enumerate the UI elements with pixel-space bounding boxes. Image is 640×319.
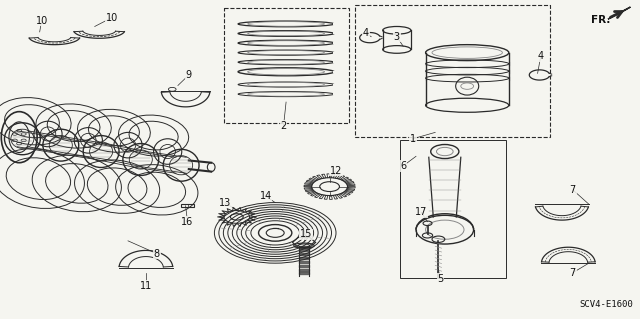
- Text: 16: 16: [181, 217, 194, 227]
- Text: 17: 17: [415, 207, 428, 217]
- Text: 1: 1: [410, 134, 416, 144]
- Text: 4: 4: [538, 51, 544, 61]
- Text: SCV4-E1600: SCV4-E1600: [580, 300, 634, 309]
- Text: 12: 12: [330, 166, 342, 176]
- Text: 8: 8: [154, 249, 160, 259]
- Text: 5: 5: [437, 274, 444, 284]
- Text: 10: 10: [35, 16, 48, 26]
- Text: 7: 7: [570, 268, 576, 278]
- Bar: [181, 204, 194, 207]
- Text: 4: 4: [363, 28, 369, 39]
- Bar: [355, 5, 550, 137]
- Bar: [400, 140, 506, 278]
- Bar: [224, 8, 349, 123]
- Text: 2: 2: [280, 121, 287, 131]
- Text: 3: 3: [394, 32, 400, 42]
- Text: 15: 15: [300, 229, 312, 240]
- Text: 9: 9: [186, 70, 192, 80]
- Text: 7: 7: [570, 185, 576, 195]
- Text: 6: 6: [400, 161, 406, 171]
- Text: 14: 14: [259, 191, 272, 201]
- Polygon shape: [608, 7, 630, 19]
- Text: 10: 10: [106, 12, 118, 23]
- Text: FR.: FR.: [591, 15, 610, 25]
- Text: 11: 11: [140, 280, 152, 291]
- Text: 13: 13: [219, 197, 232, 208]
